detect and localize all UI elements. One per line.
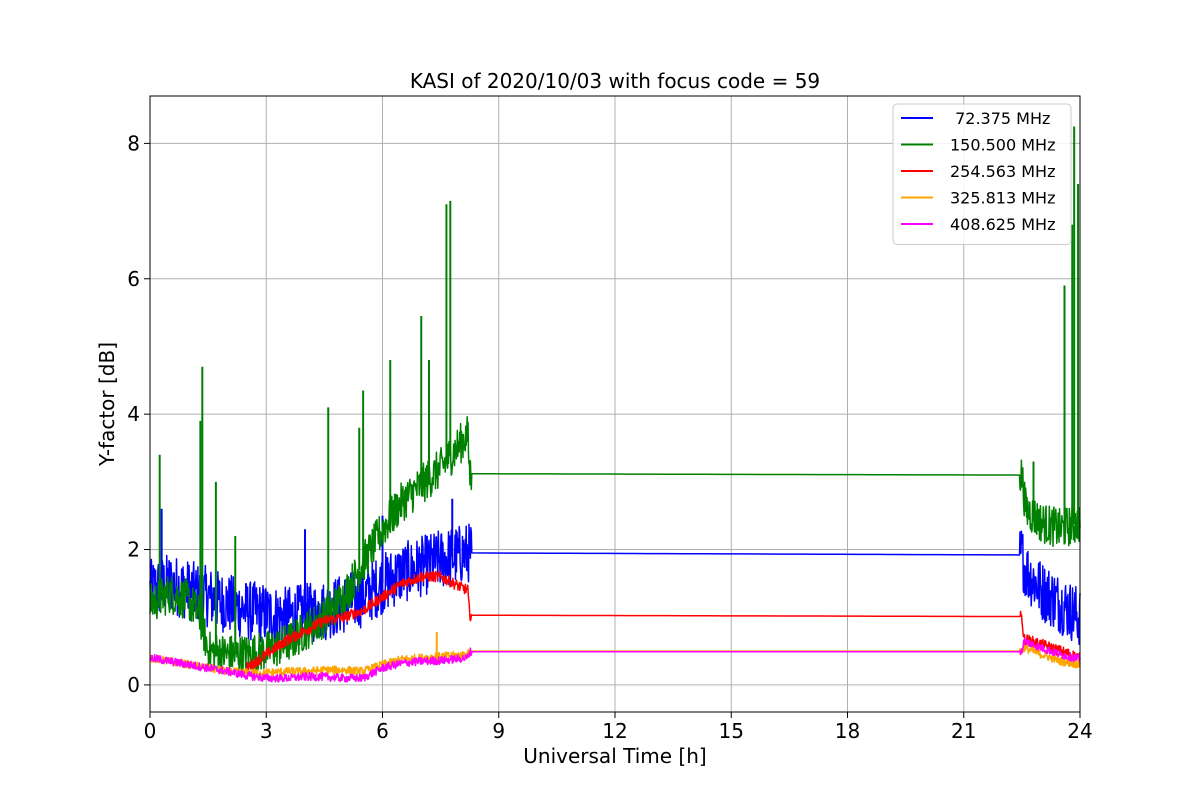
legend-entry: 150.500 MHz xyxy=(950,136,1055,155)
legend-entry: 254.563 MHz xyxy=(950,162,1055,181)
series-line xyxy=(149,637,1081,683)
x-tick-label: 3 xyxy=(260,719,273,743)
x-tick-label: 12 xyxy=(602,719,627,743)
x-tick-label: 24 xyxy=(1067,719,1092,743)
x-axis-label: Universal Time [h] xyxy=(523,744,706,768)
series-4 xyxy=(149,637,1081,683)
y-tick-label: 2 xyxy=(127,538,140,562)
x-tick-label: 9 xyxy=(492,719,505,743)
series-1 xyxy=(149,126,1081,676)
legend-entry: 72.375 MHz xyxy=(950,109,1050,128)
legend-box xyxy=(892,103,1072,245)
legend-entry: 408.625 MHz xyxy=(950,215,1055,234)
chart-title: KASI of 2020/10/03 with focus code = 59 xyxy=(410,69,820,93)
y-axis-label: Y-factor [dB] xyxy=(95,342,119,467)
legend-entry: 325.813 MHz xyxy=(950,189,1055,208)
x-tick-label: 21 xyxy=(951,719,976,743)
y-tick-label: 0 xyxy=(127,673,140,697)
series-layer xyxy=(149,126,1081,683)
y-tick-label: 4 xyxy=(127,402,140,426)
y-tick-label: 6 xyxy=(127,267,140,291)
legend: 72.375 MHz 150.500 MHz 254.563 MHz 325.813 … xyxy=(892,103,1072,245)
x-tick-label: 15 xyxy=(719,719,744,743)
x-tick-label: 18 xyxy=(835,719,860,743)
x-tick-label: 0 xyxy=(144,719,157,743)
y-tick-label: 8 xyxy=(127,131,140,155)
series-line xyxy=(149,415,1081,676)
x-tick-label: 6 xyxy=(376,719,389,743)
